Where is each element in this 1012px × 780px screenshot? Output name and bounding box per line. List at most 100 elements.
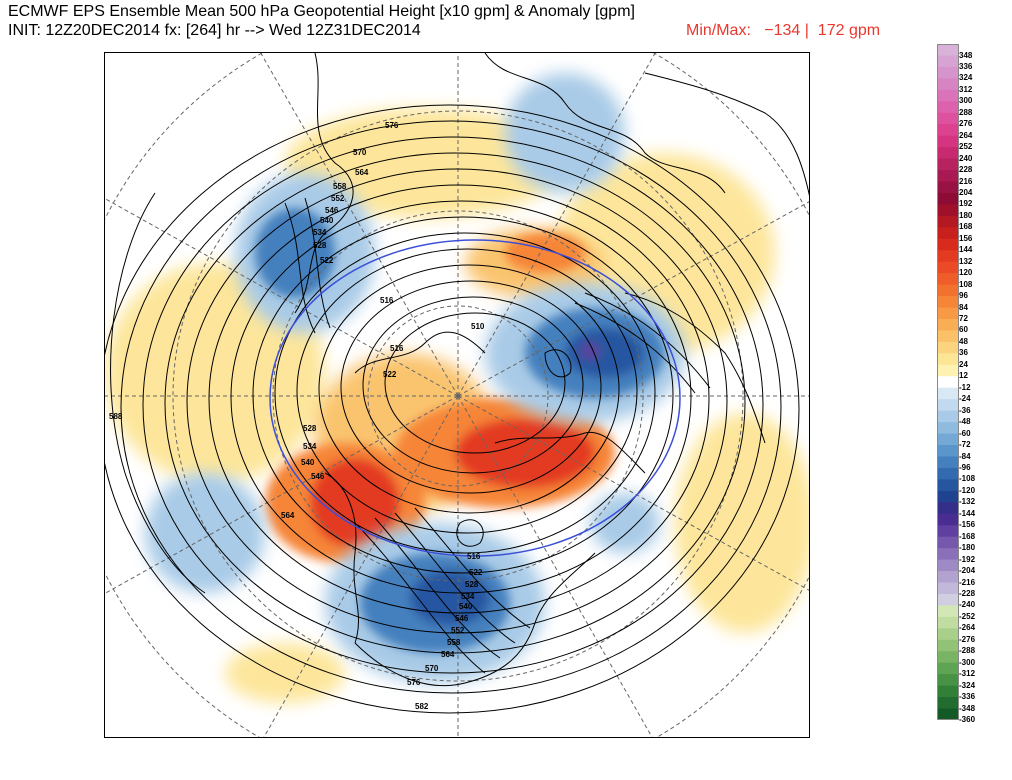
anomaly-negative-region bbox=[255, 208, 335, 298]
contour-label: 516 bbox=[467, 552, 481, 561]
colorbar-swatch bbox=[937, 662, 959, 675]
meridian-line bbox=[263, 395, 459, 737]
contour-label: 522 bbox=[469, 568, 483, 577]
height-contour bbox=[252, 216, 674, 574]
colorbar-tick-label: 132 bbox=[959, 256, 973, 266]
colorbar-tick-label: -60 bbox=[959, 428, 971, 438]
contour-label: 558 bbox=[333, 182, 347, 191]
colorbar-swatch bbox=[937, 593, 959, 606]
coastline bbox=[354, 552, 596, 687]
meridian-line bbox=[105, 395, 459, 594]
anomaly-positive-region bbox=[505, 233, 585, 273]
colorbar-tick-label: -120 bbox=[959, 485, 976, 495]
minmax-readout: Min/Max: −134 | 172 gpm bbox=[686, 22, 880, 40]
colorbar-tick-label: 204 bbox=[959, 187, 973, 197]
colorbar-swatch bbox=[937, 490, 959, 503]
height-contour bbox=[414, 507, 531, 629]
contour-label: 528 bbox=[465, 580, 479, 589]
contour-label: 564 bbox=[281, 511, 295, 520]
colorbar-tick-label: -96 bbox=[959, 462, 971, 472]
colorbar-swatch bbox=[937, 238, 959, 251]
colorbar-swatch bbox=[937, 582, 959, 595]
colorbar-swatch bbox=[937, 101, 959, 114]
colorbar-swatches bbox=[937, 44, 959, 720]
colorbar-swatch bbox=[937, 273, 959, 286]
colorbar-swatch bbox=[937, 571, 959, 584]
colorbar-swatch bbox=[937, 341, 959, 354]
coastline bbox=[494, 431, 646, 474]
colorbar-swatch bbox=[937, 318, 959, 331]
colorbar-tick-label: -360 bbox=[959, 715, 976, 724]
colorbar-tick-label: -24 bbox=[959, 394, 971, 404]
colorbar-tick-label: -192 bbox=[959, 554, 976, 564]
coastline bbox=[294, 53, 354, 314]
height-contour bbox=[362, 296, 584, 474]
height-contour bbox=[318, 264, 620, 514]
contour-label: 546 bbox=[325, 206, 339, 215]
anomaly-negative-region bbox=[505, 73, 625, 193]
colorbar-swatch bbox=[937, 112, 959, 125]
colorbar-swatch bbox=[937, 330, 959, 343]
height-contour bbox=[274, 232, 656, 554]
colorbar-tick-label: 36 bbox=[959, 348, 968, 358]
colorbar-swatch bbox=[937, 433, 959, 446]
colorbar-swatch bbox=[937, 685, 959, 698]
colorbar-swatch bbox=[937, 410, 959, 423]
height-contour bbox=[296, 248, 638, 534]
contour-labels: 576 570 564 558 552 546 540 534 528 522 … bbox=[109, 121, 485, 711]
colorbar-tick-label: -144 bbox=[959, 508, 976, 518]
height-contour bbox=[105, 104, 800, 714]
colorbar-tick-label: -228 bbox=[959, 589, 976, 598]
contour-label: 534 bbox=[303, 442, 317, 451]
colorbar-swatch bbox=[937, 502, 959, 515]
colorbar-tick-label: 228 bbox=[959, 165, 973, 174]
init-forecast-line: INIT: 12Z20DEC2014 fx: [264] hr --> Wed … bbox=[8, 22, 421, 39]
max-value: 172 gpm bbox=[817, 22, 881, 39]
colorbar-swatch bbox=[937, 158, 959, 171]
min-value: −134 bbox=[764, 22, 801, 39]
colorbar-swatch bbox=[937, 147, 959, 160]
anomaly-negative-region bbox=[410, 570, 490, 626]
colorbar-tick-label: 96 bbox=[959, 291, 968, 301]
height-contour bbox=[340, 280, 602, 494]
colorbar-tick-label: 216 bbox=[959, 176, 973, 186]
height-contour bbox=[384, 312, 566, 454]
colorbar-tick-label: -156 bbox=[959, 520, 976, 530]
contour-label: 516 bbox=[380, 296, 394, 305]
colorbar-tick-label: 48 bbox=[959, 336, 968, 346]
contour-label: 528 bbox=[313, 241, 327, 250]
colorbar-tick-label: 300 bbox=[959, 96, 973, 106]
height-contour bbox=[110, 192, 206, 594]
minmax-label: Min/Max: bbox=[686, 22, 751, 39]
colorbar-swatch bbox=[937, 261, 959, 274]
contour-label: 516 bbox=[390, 344, 404, 353]
anomaly-negative-region bbox=[145, 473, 265, 593]
colorbar-swatch bbox=[937, 55, 959, 68]
height-contour bbox=[584, 292, 711, 389]
colorbar-swatch bbox=[937, 467, 959, 480]
contour-label: 510 bbox=[471, 322, 485, 331]
colorbar-swatch bbox=[937, 284, 959, 297]
colorbar-tick-label: 108 bbox=[959, 279, 973, 289]
colorbar-tick-label: 348 bbox=[959, 50, 973, 60]
contour-label: 534 bbox=[461, 592, 475, 601]
contour-label: 540 bbox=[301, 458, 315, 467]
colorbar-tick-label: -180 bbox=[959, 543, 976, 553]
height-contour bbox=[120, 120, 782, 694]
colorbar-swatch bbox=[937, 387, 959, 400]
coastline bbox=[354, 331, 486, 374]
colorbar-tick-label: 252 bbox=[959, 142, 973, 152]
anomaly-negative-region bbox=[565, 328, 645, 378]
anomaly-positive-region bbox=[225, 643, 345, 703]
meridian-line bbox=[105, 198, 459, 397]
colorbar-tick-label: 60 bbox=[959, 325, 968, 335]
colorbar-tick-label: -348 bbox=[959, 703, 976, 713]
colorbar-tick-label: -12 bbox=[959, 382, 971, 392]
contour-label: 570 bbox=[425, 664, 439, 673]
colorbar-tick-label: -288 bbox=[959, 646, 976, 656]
colorbar-swatch bbox=[937, 307, 959, 320]
colorbar-swatch bbox=[937, 78, 959, 91]
height-contour bbox=[394, 512, 516, 644]
height-contours bbox=[105, 104, 800, 714]
colorbar-tick-label: 312 bbox=[959, 84, 973, 94]
